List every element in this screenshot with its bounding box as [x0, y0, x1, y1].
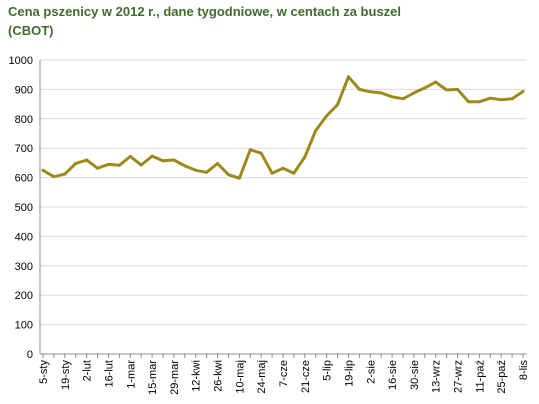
y-tick-label: 100 — [15, 320, 33, 332]
data-point — [216, 161, 220, 165]
axes — [39, 60, 527, 358]
x-tick-label: 21-cze — [300, 360, 312, 393]
data-point — [281, 166, 285, 170]
data-point — [106, 162, 110, 166]
data-point — [237, 176, 241, 180]
x-tick-label: 19-lip — [343, 360, 355, 387]
x-tick-label: 12-kwi — [191, 360, 203, 392]
data-point — [128, 154, 132, 158]
chart-title: Cena pszenicy w 2012 r., dane tygodniowe… — [8, 2, 528, 40]
x-tick-label: 27-wrz — [453, 360, 465, 393]
y-tick-label: 600 — [15, 173, 33, 185]
data-point — [74, 161, 78, 165]
data-point — [499, 98, 503, 102]
data-point — [477, 100, 481, 104]
data-point — [390, 95, 394, 99]
data-point — [445, 88, 449, 92]
data-point — [183, 164, 187, 168]
y-tick-label: 800 — [15, 114, 33, 126]
data-point — [466, 100, 470, 104]
data-point — [41, 168, 45, 172]
y-tick-label: 400 — [15, 231, 33, 243]
x-tick-label: 30-sie — [409, 360, 421, 390]
data-point — [270, 171, 274, 175]
y-tick-label: 200 — [15, 290, 33, 302]
data-point — [434, 80, 438, 84]
data-point — [510, 97, 514, 101]
x-tick-label: 24-maj — [256, 360, 268, 394]
chart-title-line: Cena pszenicy w 2012 r., dane tygodniowe… — [8, 4, 402, 19]
data-point — [456, 87, 460, 91]
x-tick-label: 5-sty — [38, 360, 50, 384]
gridlines — [40, 59, 527, 326]
x-tick-label: 19-sty — [60, 360, 72, 390]
data-point — [336, 103, 340, 107]
chart-subtitle-line: (CBOT) — [8, 23, 54, 38]
data-point — [161, 159, 165, 163]
data-point — [205, 170, 209, 174]
y-tick-label: 1000 — [9, 55, 33, 67]
x-tick-label: 16-lut — [103, 360, 115, 388]
data-point — [303, 155, 307, 159]
data-point — [194, 168, 198, 172]
data-point — [172, 158, 176, 162]
x-tick-label: 15-mar — [147, 360, 159, 395]
y-tick-label: 900 — [15, 84, 33, 96]
x-tick-label: 11-paź — [474, 360, 486, 393]
data-point — [248, 148, 252, 152]
data-point — [85, 158, 89, 162]
x-tick-label: 7-cze — [278, 360, 290, 387]
x-tick-label: 16-sie — [387, 360, 399, 390]
y-tick-label: 500 — [15, 202, 33, 214]
x-tick-label: 8-lis — [518, 360, 530, 381]
x-tick-label: 26-kwi — [213, 360, 225, 392]
data-series — [41, 75, 525, 180]
data-point — [423, 86, 427, 90]
x-tick-label: 29-mar — [169, 360, 181, 395]
data-point — [52, 175, 56, 179]
data-point — [292, 171, 296, 175]
x-tick-label: 13-wrz — [431, 360, 443, 393]
data-point — [226, 173, 230, 177]
data-point — [325, 114, 329, 118]
data-point — [150, 154, 154, 158]
data-point — [314, 129, 318, 133]
data-point — [368, 90, 372, 94]
y-tick-label: 700 — [15, 143, 33, 155]
data-point — [357, 87, 361, 91]
data-point — [401, 97, 405, 101]
data-point — [412, 91, 416, 95]
x-tick-label: 25-paź — [496, 360, 508, 394]
data-point — [259, 151, 263, 155]
x-tick-label: 10-maj — [234, 360, 246, 394]
data-point — [488, 96, 492, 100]
y-tick-label: 300 — [15, 261, 33, 273]
y-tick-label: 0 — [27, 349, 33, 361]
data-point — [117, 163, 121, 167]
x-tick-label: 5-lip — [322, 360, 334, 381]
data-point — [521, 89, 525, 93]
x-tick-label: 2-sie — [365, 360, 377, 384]
data-point — [139, 163, 143, 167]
x-tick-label: 2-lut — [82, 360, 94, 381]
data-point — [346, 75, 350, 79]
data-point — [96, 166, 100, 170]
price-series-line — [41, 75, 525, 180]
data-point — [63, 172, 67, 176]
x-tick-label: 1-mar — [125, 360, 137, 389]
x-tick-labels: 5-sty 19-sty 2-lut 16-lut 1-mar 15-mar 29-mar 1… — [38, 360, 530, 395]
y-tick-labels: 0 100 200 300 400 500 600 700 800 900 1000 — [9, 55, 33, 361]
data-point — [379, 91, 383, 95]
